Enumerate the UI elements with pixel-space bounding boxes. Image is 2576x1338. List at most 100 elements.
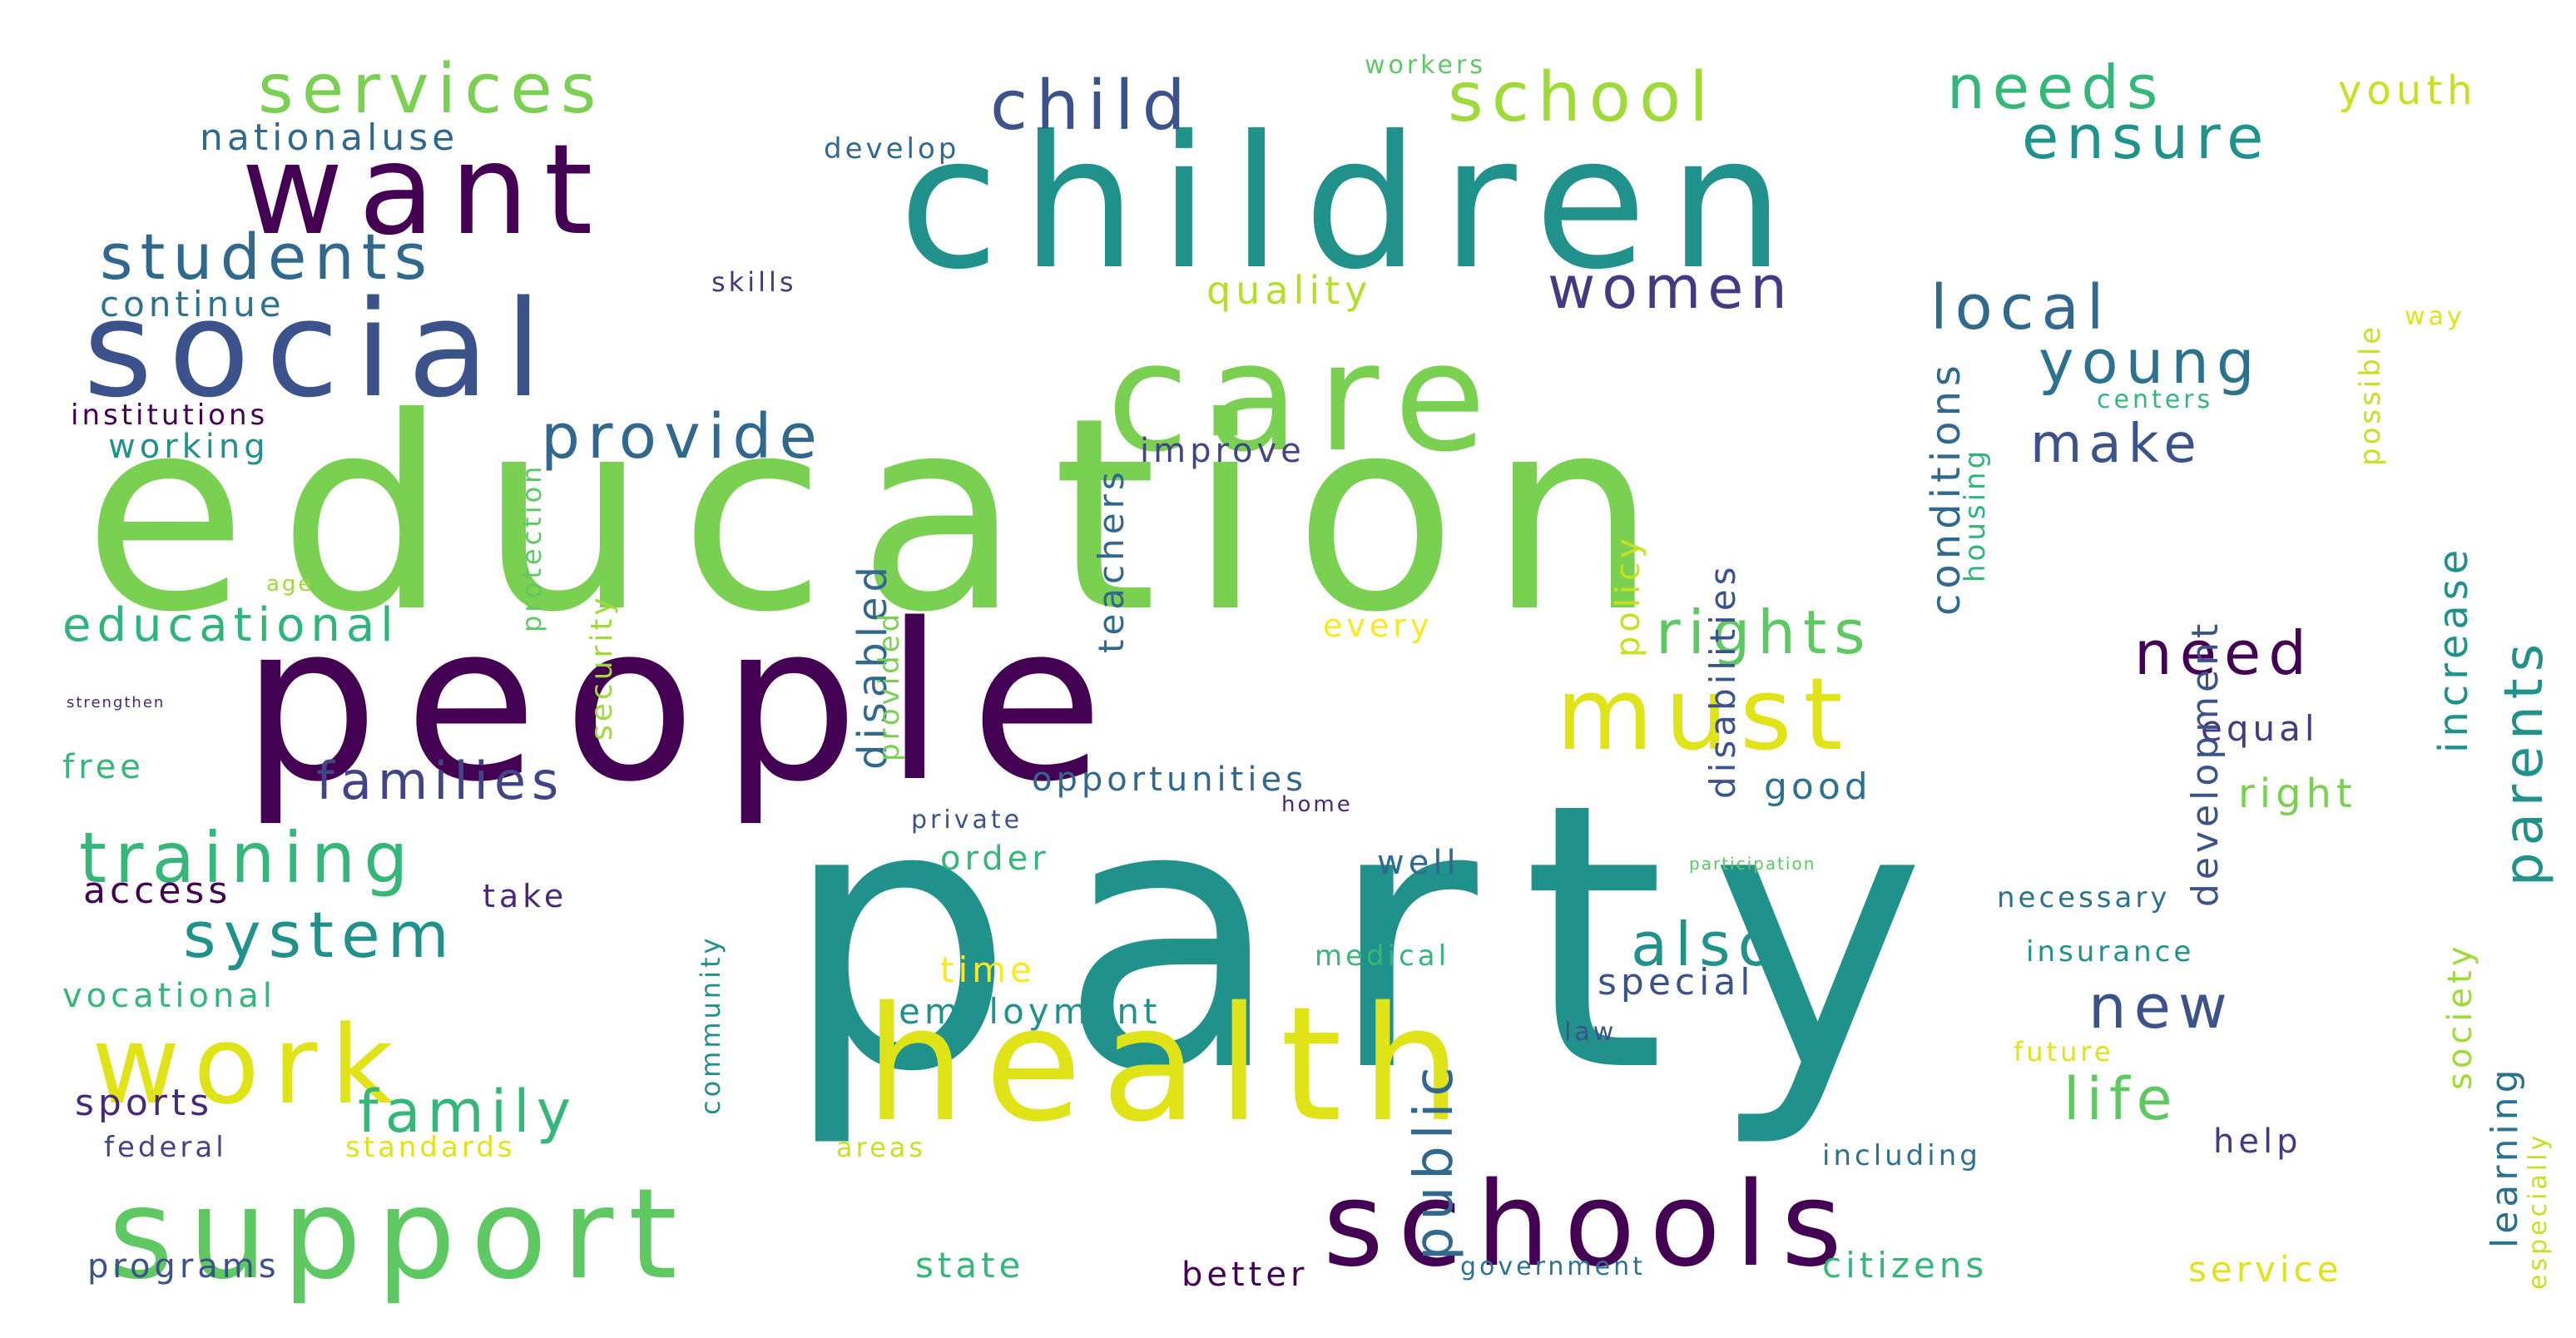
word-disabled: disabled [850,562,896,770]
word-well: well [1377,844,1460,882]
word-insurance: insurance [2026,935,2194,969]
word-people: people [241,578,1129,830]
word-including: including [1822,1139,1981,1172]
word-security: security [585,594,619,741]
word-sports: sports [75,1082,213,1124]
word-rights: rights [1656,597,1873,667]
word-development: development [2184,620,2227,907]
word-increase: increase [2430,545,2477,753]
word-help: help [2213,1122,2301,1161]
word-vocational: vocational [62,977,276,1015]
word-new: new [2088,972,2235,1042]
word-service: service [2188,1249,2342,1290]
word-state: state [915,1245,1024,1286]
word-good: good [1764,766,1872,808]
word-young: young [2039,327,2262,397]
word-support: support [108,1162,692,1307]
word-need: need [2134,618,2314,688]
word-government: government [1460,1252,1646,1281]
word-working: working [108,428,270,466]
word-women: women [1548,254,1794,322]
word-necessary: necessary [1997,881,2170,914]
word-standards: standards [345,1131,516,1164]
word-health: health [865,973,1480,1157]
word-improve: improve [1140,432,1305,470]
word-family: family [358,1078,577,1146]
word-every: every [1323,607,1433,644]
word-system: system [183,898,457,972]
word-law: law [1564,1018,1617,1047]
word-private: private [911,805,1023,835]
word-want: want [241,118,607,263]
word-right: right [2238,771,2357,817]
word-continue: continue [100,284,285,325]
word-citizens: citizens [1822,1245,1988,1286]
word-school: school [1448,58,1717,137]
word-care: care [1107,311,1504,485]
word-educational: educational [62,598,399,652]
word-parents: parents [2494,637,2555,886]
word-ensure: ensure [2022,102,2271,172]
word-order: order [940,840,1050,878]
word-society: society [2441,943,2479,1090]
word-skills: skills [711,266,797,298]
word-teachers: teachers [1091,468,1132,653]
word-provide: provide [541,401,825,473]
word-areas: areas [836,1132,926,1163]
word-needs: needs [1947,52,2165,122]
word-equal: equal [2201,708,2319,749]
word-families: families [316,751,564,811]
word-education: education [83,361,1689,671]
word-better: better [1181,1256,1308,1294]
word-centers: centers [2097,385,2213,414]
word-programs: programs [87,1247,280,1286]
word-access: access [83,870,231,912]
word-strengthen: strengthen [67,694,165,711]
word-federal: federal [104,1131,227,1164]
word-services: services [258,50,604,129]
word-make: make [2030,414,2203,475]
word-also: also [1631,909,1782,979]
word-public: public [1404,1060,1465,1261]
word-social: social [83,271,557,427]
word-must: must [1556,657,1855,773]
word-medical: medical [1315,939,1449,973]
word-age: age [266,572,314,597]
word-develop: develop [824,132,959,166]
word-free: free [62,748,145,786]
word-disabilities: disabilities [1702,563,1743,799]
word-child: child [990,67,1194,146]
word-workers: workers [1365,51,1486,80]
word-employment: employment [899,991,1161,1032]
word-time: time [940,949,1036,990]
word-quality: quality [1206,268,1372,313]
word-way: way [2405,302,2465,331]
word-home: home [1281,792,1353,817]
word-special: special [1598,961,1755,1004]
word-life: life [2063,1065,2179,1133]
word-take: take [483,878,567,914]
word-provided: provided [873,611,906,761]
word-learning: learning [2484,1065,2526,1248]
word-protection: protection [516,463,547,632]
word-schools: schools [1323,1157,1856,1293]
word-work: work [92,1002,407,1128]
word-housing: housing [1959,448,1992,582]
word-nationaluse: nationaluse [200,116,458,159]
word-future: future [2014,1036,2114,1068]
word-training: training [79,817,416,899]
word-conditions: conditions [1923,360,1969,616]
word-local: local [1930,272,2111,344]
word-opportunities: opportunities [1032,761,1307,799]
word-party: party [782,726,1970,1152]
word-youth: youth [2338,67,2477,114]
word-policy: policy [1609,534,1647,657]
word-especially: especially [2524,1132,2553,1290]
word-children: children [899,97,1806,310]
word-institutions: institutions [71,399,268,432]
word-students: students [100,220,434,294]
word-participation: participation [1689,854,1816,874]
